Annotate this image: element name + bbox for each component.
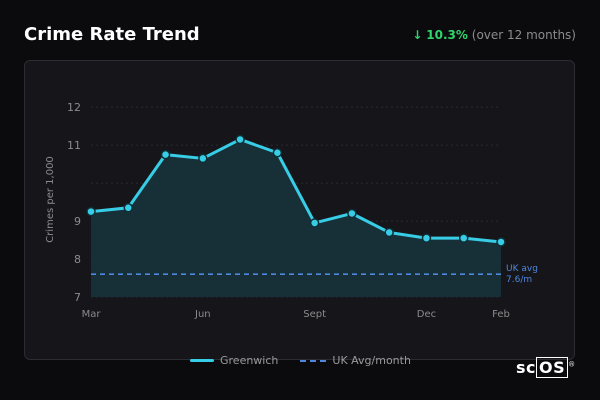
x-tick-label: Mar — [82, 309, 102, 320]
legend-item-greenwich[interactable]: Greenwich — [190, 354, 278, 367]
data-point — [123, 203, 134, 213]
x-tick-label: Jun — [194, 309, 211, 320]
trend-down-arrow-icon: ↓ — [412, 28, 423, 42]
legend-item-uk-avg[interactable]: UK Avg/month — [300, 354, 411, 367]
trend-percentage: 10.3% — [426, 28, 468, 42]
legend-swatch-solid — [190, 359, 214, 362]
data-point — [272, 147, 283, 158]
y-tick-label: 12 — [67, 101, 81, 114]
data-point — [458, 233, 469, 243]
data-point — [496, 237, 506, 247]
legend-label-greenwich: Greenwich — [220, 354, 279, 367]
legend-swatch-dashed — [300, 359, 327, 362]
data-point — [235, 134, 245, 145]
y-tick-label: 8 — [74, 253, 81, 266]
y-tick-label: 7 — [74, 291, 81, 304]
trend-period-note: (over 12 months) — [471, 28, 576, 42]
series-area-greenwich — [91, 139, 501, 297]
data-point — [421, 233, 432, 243]
data-point — [160, 149, 171, 160]
reference-annotation: 7.6/m — [506, 275, 532, 285]
y-axis-label: Crimes per 1,000 — [45, 156, 56, 243]
data-point — [86, 206, 96, 217]
trend-summary: ↓ 10.3% (over 12 months) — [412, 28, 576, 42]
brand-logo: sc OS ® — [516, 357, 576, 378]
x-tick-label: Feb — [492, 309, 510, 320]
y-tick-label: 11 — [67, 139, 81, 152]
series-line-greenwich — [90, 137, 502, 244]
data-point — [309, 218, 320, 228]
data-point — [384, 227, 394, 238]
x-tick-label: Dec — [417, 309, 436, 320]
y-tick-label: 9 — [74, 215, 81, 228]
reference-annotation: UK avg — [506, 264, 538, 274]
chart-title: Crime Rate Trend — [24, 24, 200, 45]
data-point — [198, 153, 208, 164]
chart-legend: Greenwich UK Avg/month — [190, 354, 411, 367]
x-tick-label: Sept — [303, 309, 326, 320]
data-point — [347, 208, 357, 219]
legend-label-uk-avg: UK Avg/month — [332, 354, 411, 367]
